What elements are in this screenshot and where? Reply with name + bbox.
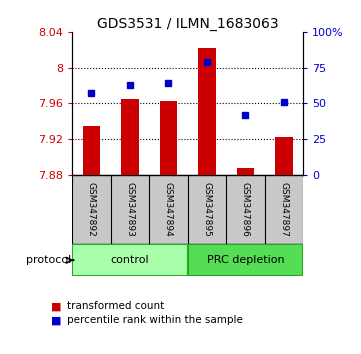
Text: protocol: protocol (26, 255, 71, 265)
Text: PRC depletion: PRC depletion (206, 255, 284, 265)
Text: GSM347896: GSM347896 (241, 182, 250, 237)
Bar (237, 169, 254, 175)
Bar (83, 126, 100, 175)
Text: GSM347895: GSM347895 (203, 182, 212, 237)
Title: GDS3531 / ILMN_1683063: GDS3531 / ILMN_1683063 (97, 17, 279, 31)
Text: control: control (111, 255, 149, 265)
Text: ■: ■ (51, 301, 61, 311)
Text: GSM347894: GSM347894 (164, 182, 173, 237)
Bar (121, 99, 139, 175)
Bar (188, 244, 303, 276)
Bar (198, 48, 216, 175)
Text: GSM347893: GSM347893 (126, 182, 134, 237)
Text: transformed count: transformed count (67, 301, 164, 311)
Bar (72, 244, 188, 276)
Text: percentile rank within the sample: percentile rank within the sample (67, 315, 243, 325)
Bar (275, 137, 293, 175)
Bar (160, 101, 177, 175)
Text: GSM347897: GSM347897 (279, 182, 288, 237)
Text: GSM347892: GSM347892 (87, 182, 96, 237)
Text: ■: ■ (51, 315, 61, 325)
